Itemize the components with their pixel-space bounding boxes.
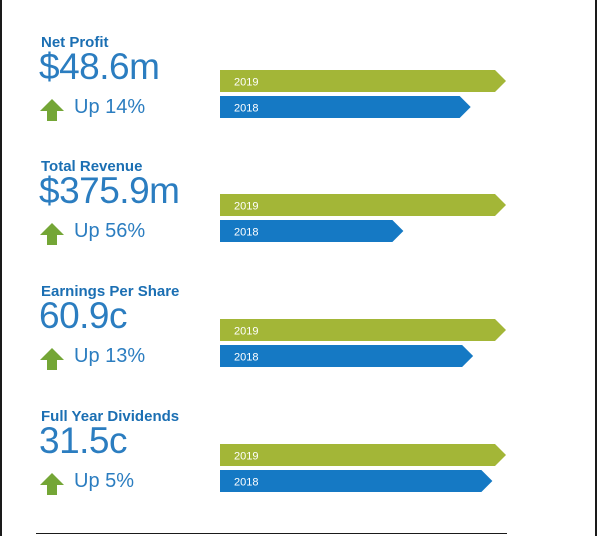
bar-label-2018: 2018 <box>234 352 258 364</box>
metric-value: $48.6m <box>39 46 160 87</box>
change-text: Up 14% <box>74 96 146 118</box>
bar-2019 <box>220 444 506 466</box>
bar-chart-net-profit: 2019 2018 <box>220 70 506 118</box>
bar-label-2018: 2018 <box>234 103 258 115</box>
bottom-rule <box>36 533 507 534</box>
bar-chart-full-year-dividends: 2019 2018 <box>220 444 506 492</box>
bar-chart-total-revenue: 2019 2018 <box>220 194 506 242</box>
bar-label-2019: 2019 <box>234 201 258 213</box>
change-text: Up 56% <box>74 220 146 242</box>
frame-right-border <box>595 0 597 536</box>
arrow-up-icon <box>40 348 64 370</box>
metric-title: Earnings Per Share <box>41 283 180 300</box>
change-text: Up 5% <box>74 470 135 492</box>
bar-chart-earnings-per-share: 2019 2018 <box>220 319 506 367</box>
bar-2019 <box>220 70 506 92</box>
bar-label-2019: 2019 <box>234 326 258 338</box>
metric-panel-earnings-per-share: Earnings Per Share 60.9c Up 13% 2019 2018 <box>36 283 526 393</box>
bar-label-2018: 2018 <box>234 227 258 239</box>
change-text: Up 13% <box>74 345 146 367</box>
bar-label-2019: 2019 <box>234 77 258 89</box>
metric-title: Net Profit <box>41 34 109 51</box>
metric-title: Total Revenue <box>41 158 143 175</box>
metric-panel-total-revenue: Total Revenue $375.9m Up 56% 2019 2018 <box>36 158 526 268</box>
bar-2018 <box>220 470 493 492</box>
bar-label-2018: 2018 <box>234 477 258 489</box>
metric-title: Full Year Dividends <box>41 408 180 425</box>
arrow-up-icon <box>40 473 64 495</box>
bar-2018 <box>220 345 474 367</box>
bar-2018 <box>220 220 404 242</box>
bar-2018 <box>220 96 471 118</box>
metric-value: $375.9m <box>39 170 180 211</box>
bar-2019 <box>220 319 506 341</box>
bar-label-2019: 2019 <box>234 451 258 463</box>
metric-panel-net-profit: Net Profit $48.6m Up 14% 2019 2018 <box>36 34 526 144</box>
bar-2019 <box>220 194 506 216</box>
arrow-up-icon <box>40 99 64 121</box>
metric-value: 31.5c <box>39 420 128 461</box>
metric-panel-full-year-dividends: Full Year Dividends 31.5c Up 5% 2019 2018 <box>36 408 526 518</box>
arrow-up-icon <box>40 223 64 245</box>
metric-value: 60.9c <box>39 295 128 336</box>
frame-left-border <box>0 0 2 536</box>
